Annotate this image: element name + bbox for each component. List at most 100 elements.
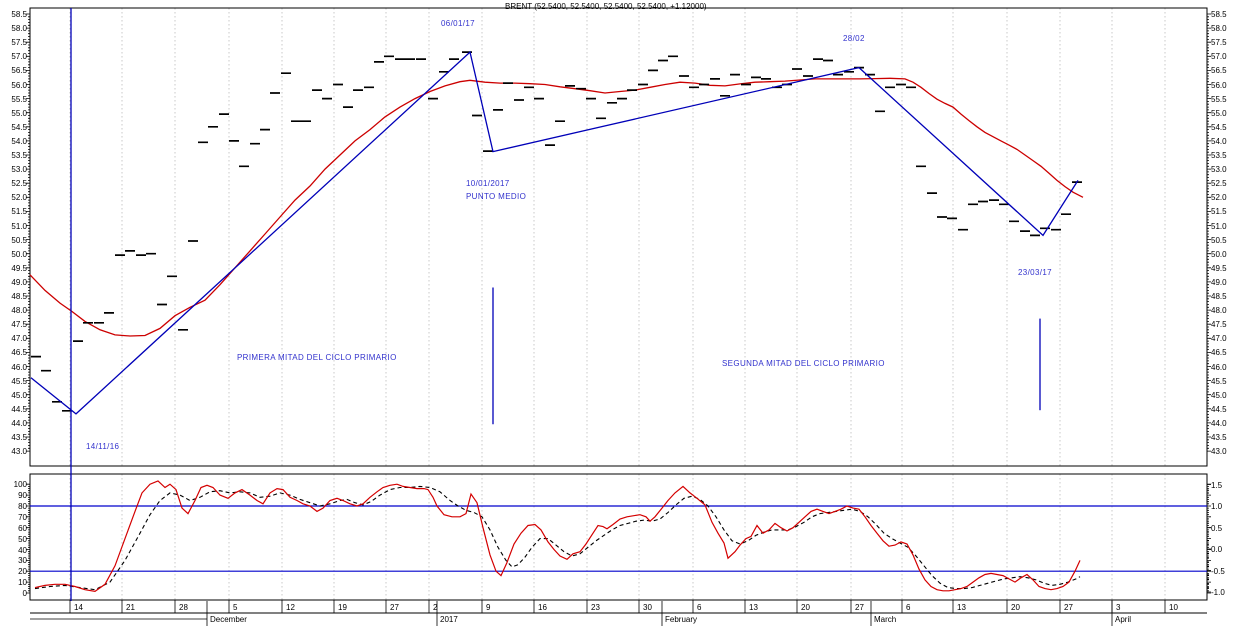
price-tick-label-right: 46.5 [1211, 348, 1227, 358]
month-label: April [1115, 614, 1132, 624]
oscillator-fast-line [34, 480, 1081, 593]
chart-title: BRENT (52.5400, 52.5400, 52.5400, 52.540… [505, 2, 707, 11]
oscillator-slow-line [34, 485, 1081, 591]
price-tick-label-right: 46.0 [1211, 362, 1227, 372]
price-tick-label-right: 51.0 [1211, 221, 1227, 231]
price-tick-label-left: 44.0 [11, 418, 27, 428]
price-tick-label-left: 43.0 [11, 447, 27, 457]
price-tick-label-right: 50.0 [1211, 249, 1227, 259]
price-tick-label-right: 47.0 [1211, 334, 1227, 344]
midpoint-note[interactable]: 10/01/2017 PUNTO MEDIO [466, 179, 527, 201]
price-tick-label-left: 57.0 [11, 52, 27, 62]
start-date[interactable]: 14/11/16 [86, 442, 120, 451]
oscillator-tick-label-right: 1.0 [1211, 502, 1223, 511]
week-label: 21 [126, 602, 135, 612]
oscillator-tick-label-right: -1.0 [1211, 588, 1225, 597]
price-tick-label-left: 52.0 [11, 193, 27, 203]
first-peak-date[interactable]: 06/01/17 [441, 19, 475, 28]
week-label: 6 [906, 602, 911, 612]
price-tick-label-left: 47.5 [11, 320, 27, 330]
week-label: 27 [390, 602, 399, 612]
price-tick-label-left: 45.0 [11, 390, 27, 400]
week-label: 28 [179, 602, 188, 612]
price-tick-label-left: 49.5 [11, 263, 27, 273]
price-tick-label-left: 53.0 [11, 165, 27, 175]
price-tick-label-left: 51.0 [11, 221, 27, 231]
price-tick-label-left: 44.5 [11, 404, 27, 414]
price-tick-label-left: 43.5 [11, 433, 27, 442]
price-tick-label-right: 53.0 [1211, 165, 1227, 175]
price-tick-label-right: 44.5 [1211, 404, 1227, 414]
price-tick-label-left: 46.5 [11, 348, 27, 358]
price-tick-label-left: 45.5 [11, 376, 27, 386]
close-marks-series [31, 51, 1082, 412]
price-tick-label-right: 57.0 [1211, 52, 1227, 62]
price-tick-label-right: 56.0 [1211, 80, 1227, 90]
price-tick-label-right: 51.5 [1211, 207, 1227, 217]
price-tick-label-right: 47.5 [1211, 320, 1227, 330]
price-tick-label-right: 52.5 [1211, 179, 1227, 189]
oscillator-tick-label-left: 30 [18, 556, 27, 566]
week-label: 16 [538, 602, 547, 612]
price-panel-frame [29, 7, 1208, 467]
price-tick-label-left: 54.5 [11, 122, 27, 132]
week-label: 20 [801, 602, 810, 612]
moving-average-line [29, 77, 1084, 337]
price-tick-label-left: 55.5 [11, 94, 27, 104]
price-tick-label-right: 58.0 [1211, 24, 1227, 34]
week-label: 14 [74, 602, 83, 612]
oscillator-tick-label-right: 1.5 [1211, 480, 1223, 490]
oscillator-tick-label-left: 100 [13, 480, 27, 490]
month-label: February [665, 614, 698, 624]
price-tick-label-right: 52.0 [1211, 193, 1227, 203]
month-label: 2017 [440, 614, 458, 624]
week-label: 6 [697, 602, 702, 612]
trough-date[interactable]: 23/03/17 [1018, 268, 1052, 277]
price-tick-label-right: 58.5 [1211, 10, 1227, 19]
month-label: March [874, 614, 897, 624]
price-tick-label-left: 50.0 [11, 249, 27, 259]
oscillator-tick-label-left: 0 [22, 589, 27, 598]
price-tick-label-left: 53.5 [11, 151, 27, 160]
price-tick-label-right: 54.0 [1211, 136, 1227, 146]
price-tick-label-right: 48.5 [1211, 292, 1227, 301]
price-tick-label-right: 56.5 [1211, 66, 1227, 76]
price-tick-label-right: 45.5 [1211, 376, 1227, 386]
week-label: 30 [643, 602, 652, 612]
price-tick-label-right: 44.0 [1211, 418, 1227, 428]
axis-ticks-left [26, 13, 30, 594]
oscillator-tick-label-left: 60 [18, 523, 27, 533]
price-tick-label-right: 57.5 [1211, 38, 1227, 48]
oscillator-tick-label-left: 20 [18, 567, 27, 577]
week-label: 9 [486, 602, 491, 612]
price-tick-label-left: 58.5 [11, 10, 27, 19]
week-label: 2 [433, 602, 438, 612]
oscillator-tick-label-left: 90 [18, 491, 27, 501]
week-label: 10 [1169, 602, 1178, 612]
price-tick-label-left: 51.5 [11, 207, 27, 217]
price-tick-label-right: 48.0 [1211, 306, 1227, 316]
week-label: 3 [1116, 602, 1121, 612]
oscillator-tick-label-left: 10 [18, 578, 27, 588]
price-tick-label-left: 56.0 [11, 80, 27, 90]
price-tick-label-left: 58.0 [11, 24, 27, 34]
week-label: 23 [591, 602, 600, 612]
price-tick-label-left: 52.5 [11, 179, 27, 189]
week-label: 20 [1011, 602, 1020, 612]
second-peak-date[interactable]: 28/02 [843, 34, 865, 43]
price-tick-label-left: 48.0 [11, 306, 27, 316]
primary-cycle-trendline[interactable] [30, 50, 1079, 415]
price-tick-label-right: 45.0 [1211, 390, 1227, 400]
price-tick-label-left: 57.5 [11, 38, 27, 48]
price-tick-label-right: 55.0 [1211, 108, 1227, 118]
first-half-cycle[interactable]: PRIMERA MITAD DEL CICLO PRIMARIO [237, 353, 397, 362]
price-tick-label-right: 43.5 [1211, 433, 1227, 442]
month-label: December [210, 614, 247, 624]
second-half-cycle[interactable]: SEGUNDA MITAD DEL CICLO PRIMARIO [722, 359, 885, 368]
week-label: 5 [233, 602, 238, 612]
oscillator-tick-label-left: 70 [18, 512, 27, 522]
price-tick-label-right: 55.5 [1211, 94, 1227, 104]
price-tick-label-right: 49.5 [1211, 263, 1227, 273]
